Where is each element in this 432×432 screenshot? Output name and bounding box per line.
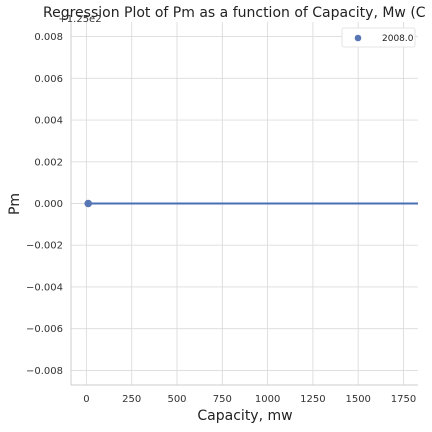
y-tick-label: 0.000 bbox=[34, 199, 63, 210]
x-tick-label: 1250 bbox=[300, 394, 325, 405]
y-tick-label: 0.006 bbox=[34, 74, 63, 85]
axes-layer bbox=[70, 22, 418, 386]
x-tick-label: 0 bbox=[83, 394, 89, 405]
ticks-layer: 0 250 500 750 1000 1250 1500 1750 −0.008 −0.006 −0… bbox=[26, 32, 416, 405]
x-tick-label: 1750 bbox=[391, 394, 416, 405]
y-tick-label: −0.008 bbox=[26, 366, 63, 377]
y-offset-label: +1.25e2 bbox=[58, 14, 101, 25]
x-tick-label: 1500 bbox=[345, 394, 370, 405]
x-tick-label: 1000 bbox=[255, 394, 280, 405]
y-tick-label: −0.004 bbox=[26, 282, 63, 293]
x-tick-label: 500 bbox=[167, 394, 186, 405]
y-tick-label: −0.006 bbox=[26, 324, 63, 335]
x-axis-label: Capacity, mw bbox=[197, 408, 292, 424]
y-tick-label: 0.002 bbox=[34, 157, 63, 168]
legend: 2008.0 bbox=[341, 27, 416, 48]
legend-frame bbox=[341, 27, 416, 48]
chart-title: Regression Plot of Pm as a function of C… bbox=[43, 5, 426, 21]
x-tick-label: 250 bbox=[122, 394, 141, 405]
y-tick-label: 0.008 bbox=[34, 32, 63, 43]
y-axis-label: Pm bbox=[7, 193, 23, 215]
scatter-point bbox=[84, 199, 93, 208]
marks-layer bbox=[84, 199, 418, 208]
legend-label: 2008.0 bbox=[382, 34, 414, 44]
legend-marker bbox=[354, 34, 362, 42]
y-tick-label: −0.002 bbox=[26, 241, 63, 252]
y-tick-label: 0.004 bbox=[34, 116, 63, 127]
x-tick-label: 750 bbox=[213, 394, 232, 405]
